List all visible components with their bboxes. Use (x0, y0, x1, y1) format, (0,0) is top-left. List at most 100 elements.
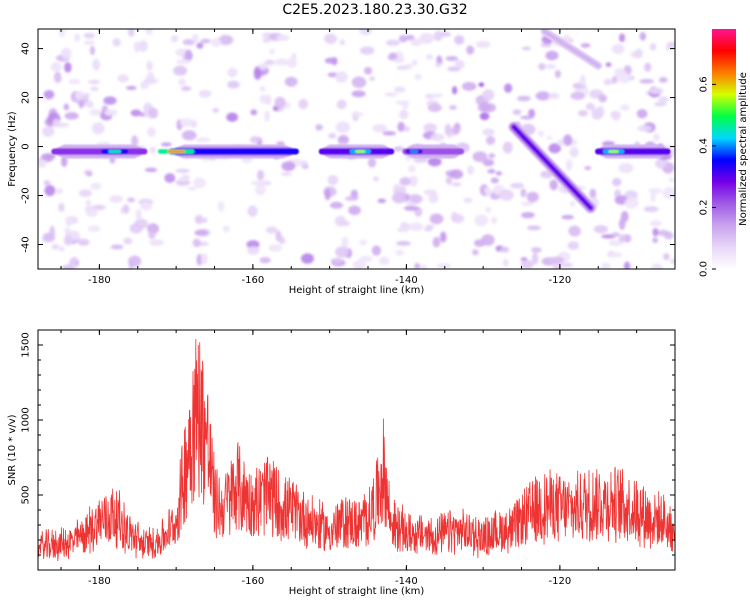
y-axis-title: Frequency (Hz) (7, 111, 18, 187)
noise-blob (408, 222, 424, 231)
noise-blob (74, 90, 84, 100)
noise-blob (412, 59, 418, 66)
noise-blob (269, 48, 275, 55)
noise-blob (259, 86, 266, 93)
noise-blob (164, 173, 176, 183)
noise-blob (328, 133, 337, 139)
noise-blob (359, 29, 373, 36)
noise-blob (367, 157, 377, 168)
noise-blob (140, 81, 149, 90)
noise-blob (605, 62, 612, 67)
noise-blob (192, 238, 201, 248)
noise-blob (549, 256, 564, 264)
noise-blob (148, 230, 156, 240)
noise-blob (195, 137, 211, 143)
noise-blob (78, 99, 85, 109)
noise-blob (178, 177, 188, 182)
x-tick-label: -140 (395, 275, 418, 286)
noise-blob (479, 112, 490, 121)
noise-blob (432, 236, 441, 248)
noise-blob (268, 244, 283, 252)
noise-blob (138, 40, 148, 52)
noise-blob (655, 158, 667, 169)
noise-blob (467, 165, 475, 176)
noise-blob (557, 139, 564, 147)
noise-blob (85, 100, 94, 109)
x-axis-title: Height of straight line (km) (289, 586, 425, 597)
noise-blob (276, 34, 290, 42)
noise-blob (436, 263, 452, 269)
noise-blob (327, 174, 339, 186)
noise-blob (657, 229, 670, 237)
noise-blob (526, 191, 539, 203)
diagonal-streak (508, 121, 597, 214)
noise-blob (394, 86, 406, 93)
noise-blob (391, 58, 405, 63)
noise-blob (399, 176, 411, 186)
page-title: C2E5.2023.180.23.30.G32 (282, 2, 468, 18)
noise-blob (384, 92, 398, 97)
noise-blob (339, 39, 346, 46)
noise-blob (71, 258, 79, 263)
noise-blob (396, 241, 411, 246)
noise-blob (512, 109, 522, 116)
noise-blob (176, 59, 191, 65)
noise-blob (669, 258, 675, 264)
noise-blob (561, 215, 575, 220)
noise-blob (44, 184, 56, 197)
noise-blob (187, 186, 197, 191)
noise-blob (78, 189, 92, 198)
noise-blob (369, 76, 376, 82)
noise-blob (569, 146, 579, 158)
noise-blob (264, 59, 275, 66)
noise-blob (498, 189, 514, 201)
noise-blob (537, 130, 544, 137)
noise-blob (475, 40, 491, 49)
noise-blob (85, 171, 93, 177)
noise-blob (611, 44, 625, 55)
noise-blob (658, 77, 668, 83)
noise-blob (371, 245, 382, 256)
noise-blob (454, 59, 465, 69)
noise-blob (600, 262, 611, 269)
noise-blob (569, 200, 576, 207)
noise-blob (258, 63, 268, 70)
noise-blob (160, 142, 172, 147)
noise-blob (250, 109, 258, 116)
upper-diagonal-streak (540, 29, 603, 70)
streak-line (512, 125, 593, 210)
y-tick-label: 0 (21, 143, 32, 149)
noise-blob (256, 169, 265, 181)
noise-blob (409, 194, 423, 204)
noise-blob (611, 75, 618, 84)
noise-blob (454, 35, 465, 45)
noise-blob (618, 218, 626, 231)
noise-blob (122, 204, 129, 213)
colorbar-label: Normalized spectral amplitude (738, 72, 749, 226)
noise-blob (324, 57, 337, 64)
noise-blob (85, 199, 92, 206)
noise-blob (85, 207, 98, 217)
noise-blob (608, 239, 623, 247)
noise-blob (335, 71, 348, 83)
noise-blob (427, 103, 442, 113)
noise-blob (598, 94, 608, 103)
noise-blob (618, 162, 634, 174)
noise-blob (52, 118, 61, 127)
band-segment (409, 149, 419, 153)
noise-blob (618, 33, 626, 43)
noise-blob (109, 195, 123, 203)
noise-blob (280, 171, 293, 176)
heatmap-plot: -180 -160 -140 -120 -40 -20 0 20 40 Height of str… (7, 28, 676, 296)
noise-blob (145, 29, 153, 35)
noise-blob (382, 131, 397, 136)
y-tick-label: -20 (21, 187, 32, 203)
noise-blob (193, 177, 206, 189)
noise-blob (358, 255, 373, 263)
noise-blob (50, 62, 62, 72)
noise-blob (644, 62, 652, 72)
noise-blob (335, 246, 350, 258)
noise-blob (648, 188, 663, 194)
noise-blob (445, 175, 453, 185)
noise-blob (351, 90, 366, 98)
